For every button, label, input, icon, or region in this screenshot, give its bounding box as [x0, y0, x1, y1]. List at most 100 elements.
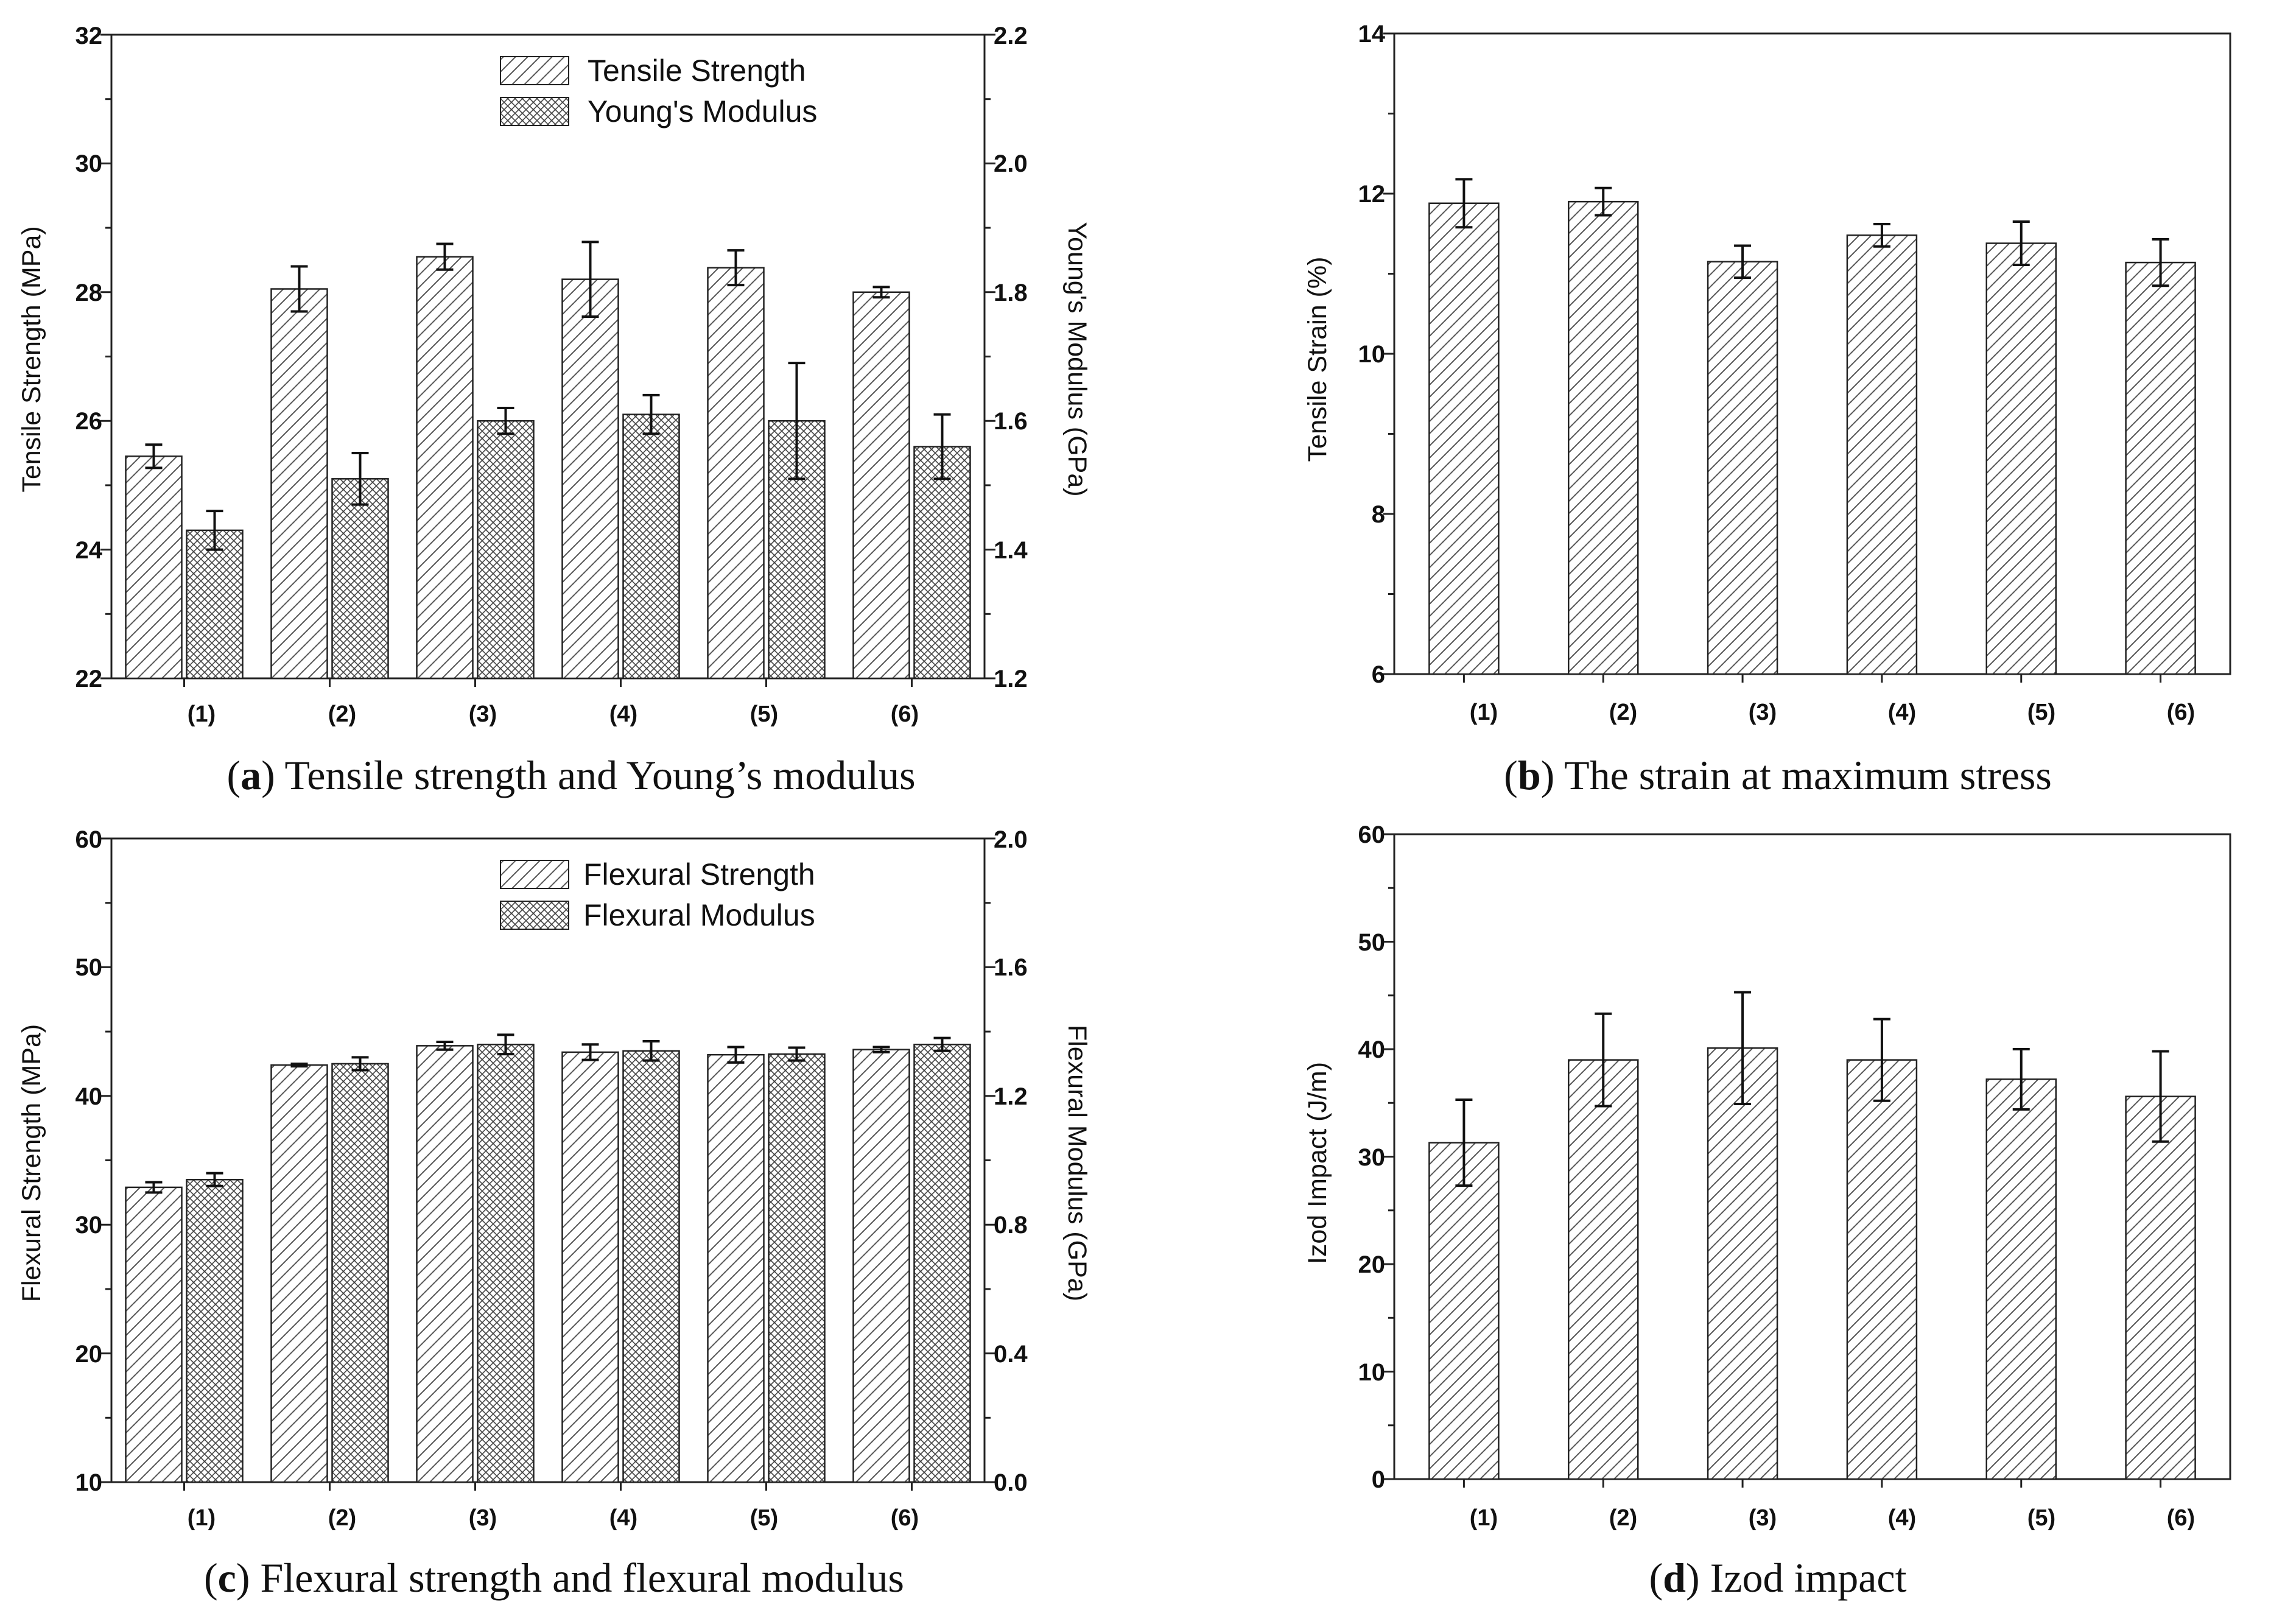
panel-b-cat-4: (4): [1888, 700, 1916, 725]
panel-c-ylabel-left: Flexural Strength (MPa): [17, 1024, 46, 1302]
panel-b-strain-chart: 6 8 10 12 14 (1) (2) (3) (4) (5) (6) Ten…: [1303, 21, 2231, 798]
panel-c-caption-letter: c: [218, 1555, 236, 1601]
panel-a-bar-s0-2: [270, 288, 328, 680]
panel-a-cat-3: (3): [469, 701, 497, 727]
panel-a-ytick-right-5: 2.2: [994, 23, 1028, 49]
panel-c-ytick-right-1: 0.4: [994, 1341, 1028, 1368]
panel-c-bar-s1-2: [331, 1063, 389, 1483]
panel-a-bar-s0-4: [561, 278, 619, 680]
panel-d-caption-letter: d: [1663, 1555, 1686, 1601]
panel-d-ylabel: Izod Impact (J/m): [1303, 1062, 1332, 1264]
panel-d-ytick-5: 50: [1358, 929, 1386, 956]
panel-c-ytick-4: 50: [75, 954, 103, 981]
panel-c-ytick-right-3: 1.2: [994, 1083, 1028, 1110]
panel-d-ytick-1: 10: [1358, 1359, 1386, 1386]
panel-a-ytick-right-1: 1.4: [994, 537, 1028, 564]
panel-a-tensile-chart: 22 24 26 28 30 32 1.2 1.4 1.6 1.8 2.0 2.…: [17, 23, 1092, 798]
panel-d-cat-3: (3): [1749, 1505, 1777, 1531]
panel-c-bar-s0-2: [270, 1064, 328, 1483]
panel-b-cat-1: (1): [1470, 700, 1498, 725]
panel-c-ytick-5: 60: [75, 826, 103, 853]
panel-c-bar-s1-6: [913, 1043, 971, 1483]
panel-d-ytick-3: 30: [1358, 1144, 1386, 1171]
panel-c-bar-s1-3: [477, 1043, 535, 1483]
panel-c-cat-2: (2): [328, 1505, 356, 1531]
panel-a-caption: (a) Tensile strength and Young’s modulus: [226, 752, 915, 798]
panel-b-ytick-2: 10: [1358, 341, 1386, 368]
panel-c-bar-s1-4: [622, 1050, 680, 1483]
panel-c-caption: (c) Flexural strength and flexural modul…: [204, 1555, 904, 1601]
panel-d-ytick-4: 40: [1358, 1036, 1386, 1063]
panel-a-bar-s0-1: [125, 455, 183, 680]
panel-a-bar-s0-5: [707, 267, 765, 680]
panel-b-cat-2: (2): [1609, 700, 1637, 725]
panel-c-cat-6: (6): [891, 1505, 919, 1531]
panel-a-ytick-4: 30: [75, 150, 103, 177]
panel-a-bar-s1-2: [331, 478, 389, 680]
panel-c-ytick-3: 40: [75, 1083, 103, 1110]
panel-a-legend-swatch-youngs: [500, 97, 569, 126]
panel-b-cat-6: (6): [2167, 700, 2195, 725]
panel-d-bar-s0-1: [1428, 1142, 1500, 1480]
panel-b-ytick-4: 14: [1358, 21, 1386, 47]
panel-a-cat-2: (2): [328, 701, 356, 727]
panel-a-bar-s1-1: [186, 529, 244, 680]
panel-d-plot-frame: [1393, 833, 2231, 1480]
panel-a-cat-6: (6): [891, 701, 919, 727]
panel-b-bar-s0-1: [1428, 202, 1500, 675]
panel-c-bar-s0-3: [416, 1045, 474, 1483]
panel-a-legend-youngs: Young's Modulus: [588, 94, 817, 128]
panel-d-caption: (d) Izod impact: [1649, 1555, 1906, 1601]
panel-c-legend-swatch-strength: [500, 860, 569, 889]
panel-a-ytick-1: 24: [75, 537, 103, 564]
panel-d-bar-s0-6: [2125, 1095, 2196, 1480]
panel-c-cat-3: (3): [469, 1505, 497, 1531]
panel-d-izod-chart: 0 10 20 30 40 50 60 (1) (2) (3) (4) (5) …: [1303, 821, 2231, 1601]
panel-c-ytick-0: 10: [75, 1469, 103, 1496]
panel-d-bar-s0-5: [1985, 1078, 2057, 1480]
panel-a-ytick-right-3: 1.8: [994, 279, 1028, 306]
panel-a-ytick-right-0: 1.2: [994, 666, 1028, 692]
panel-a-ytick-5: 32: [75, 23, 103, 49]
panel-a-bar-s0-6: [852, 291, 910, 680]
panel-a-legend-swatch-tensile: [500, 56, 569, 85]
panel-d-ytick-2: 20: [1358, 1251, 1386, 1278]
panel-a-ytick-0: 22: [75, 666, 103, 692]
panel-a-cat-1: (1): [188, 701, 216, 727]
panel-c-cat-4: (4): [609, 1505, 637, 1531]
panel-c-ytick-right-0: 0.0: [994, 1469, 1028, 1496]
panel-a-bar-s0-3: [416, 256, 474, 680]
panel-b-bar-s0-3: [1707, 261, 1778, 675]
panel-b-bar-s0-5: [1985, 242, 2057, 675]
panel-b-bar-s0-6: [2125, 261, 2196, 675]
panel-b-caption-letter: b: [1518, 752, 1541, 798]
panel-a-bar-s1-6: [913, 446, 971, 680]
panel-d-ytick-0: 0: [1372, 1466, 1385, 1493]
panel-a-ylabel-right: Young's Modulus (GPa): [1062, 222, 1092, 496]
panel-c-flexural-chart: 10 20 30 40 50 60 0.0 0.4 0.8 1.2 1.6 2.…: [17, 826, 1092, 1601]
panel-c-ytick-right-5: 2.0: [994, 826, 1028, 853]
panel-d-cat-4: (4): [1888, 1505, 1916, 1531]
panel-c-ytick-2: 30: [75, 1212, 103, 1239]
panel-a-caption-text: Tensile strength and Young’s modulus: [285, 752, 916, 798]
panel-d-cat-5: (5): [2027, 1505, 2055, 1531]
panel-a-caption-letter: a: [240, 752, 261, 798]
panel-c-legend-swatch-modulus: [500, 901, 569, 930]
panel-a-ytick-2: 26: [75, 408, 103, 435]
panel-c-bar-s0-4: [561, 1051, 619, 1483]
panel-b-ytick-0: 6: [1372, 661, 1385, 688]
panel-b-ytick-1: 8: [1372, 501, 1385, 528]
panel-b-bar-s0-4: [1846, 234, 1918, 675]
panel-c-bar-s0-1: [125, 1186, 183, 1483]
panel-d-caption-text: Izod impact: [1710, 1555, 1907, 1601]
panel-b-cat-5: (5): [2027, 700, 2055, 725]
panel-c-bar-s0-5: [707, 1053, 765, 1483]
panel-c-ytick-1: 20: [75, 1341, 103, 1368]
panel-d-bar-s0-2: [1568, 1059, 1639, 1480]
panel-d-cat-6: (6): [2167, 1505, 2195, 1531]
panel-d-bar-s0-3: [1707, 1047, 1778, 1480]
panel-b-caption: (b) The strain at maximum stress: [1504, 752, 2052, 798]
panel-a-bar-s1-3: [477, 420, 535, 680]
panel-b-caption-text: The strain at maximum stress: [1564, 752, 2052, 798]
